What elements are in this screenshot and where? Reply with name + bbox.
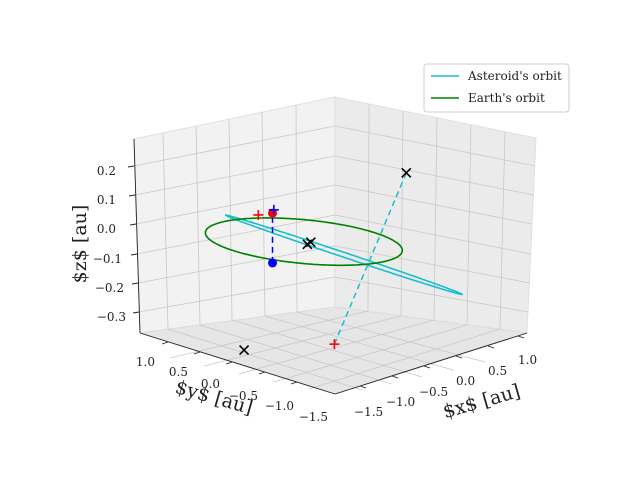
grid-y-left [228, 118, 233, 321]
x-tick-mark [517, 335, 525, 339]
x-tick-label: −1.5 [354, 405, 383, 419]
legend-frame [423, 63, 570, 113]
cross-marker-8 [239, 344, 250, 356]
z-tick-label: 0.0 [97, 222, 116, 236]
grid-x-right [466, 124, 472, 326]
y-tick-label: 1.0 [136, 355, 155, 369]
y-tick-label: −1.0 [265, 399, 294, 413]
grid-y-left [162, 132, 169, 330]
grid-z-left [138, 276, 336, 313]
x-tick-label: 1.0 [518, 353, 537, 367]
grid-z-left [135, 184, 336, 225]
z-tick-mark [132, 311, 140, 314]
z-tick-label: 0.2 [97, 164, 116, 178]
legend-label-earth: Earth's orbit [468, 91, 545, 105]
grid-x-floor [169, 310, 369, 359]
z-tick-label: −0.3 [97, 310, 126, 324]
grid-z-right [334, 245, 531, 284]
grid-lines [133, 103, 536, 391]
grid-x-floor [273, 324, 468, 383]
y-tick-mark [161, 341, 169, 345]
x-tick-mark [423, 365, 431, 369]
grid-y-left [295, 104, 298, 313]
z-tick-mark [131, 282, 139, 285]
x-tick-label: 0.5 [488, 364, 507, 378]
z-axis-label: $z$ [au] [69, 205, 91, 284]
z-tick-label: −0.1 [93, 252, 122, 266]
grid-z-right [334, 214, 532, 255]
x-tick-label: −0.5 [419, 385, 448, 399]
grid-z-right [334, 276, 529, 313]
grid-z-right [334, 184, 533, 225]
axis-lines [133, 138, 528, 395]
y-tick-label: −0.5 [229, 389, 258, 403]
legend: Asteroid's orbit Earth's orbit [423, 63, 570, 113]
y-tick-label: 0.5 [169, 365, 188, 379]
grid-y-left [261, 111, 266, 317]
cross-marker-5 [401, 167, 412, 178]
grid-y-floor [199, 324, 393, 385]
grid-y-floor [264, 315, 454, 371]
y-tick-mark [258, 371, 266, 375]
cross-marker-7 [305, 237, 316, 248]
data-marks [204, 167, 463, 356]
z-tick-label: −0.2 [95, 281, 124, 295]
grid-x-floor [238, 319, 435, 375]
grid-y-left [195, 125, 201, 326]
earth-orbit-line [204, 217, 404, 267]
tick-marks [127, 165, 525, 389]
grid-x-right [367, 103, 370, 312]
plus-marker-3 [253, 209, 264, 220]
plus-marker-2 [268, 204, 279, 215]
dot-marker-1 [268, 208, 278, 218]
grid-z-left [134, 155, 336, 196]
x-axis-line [334, 332, 528, 395]
y-tick-mark [290, 381, 298, 385]
grid-x-floor [308, 328, 501, 390]
y-tick-label: 0.0 [201, 377, 220, 391]
z-tick-mark [129, 223, 137, 226]
grid-x-floor [203, 315, 402, 367]
dot-marker-0 [268, 258, 278, 268]
z-tick-label: 0.1 [97, 193, 116, 207]
grid-z-right [334, 125, 536, 167]
grid-y-floor [231, 319, 423, 378]
legend-label-asteroid: Asteroid's orbit [467, 69, 562, 83]
x-tick-mark [391, 375, 399, 379]
y-tick-label: −1.5 [299, 410, 328, 424]
z-axis-line [133, 138, 141, 334]
x-tick-label: −1.0 [386, 395, 415, 409]
grid-y-floor [167, 328, 363, 391]
grid-z-left [133, 125, 336, 167]
plus-marker-4 [329, 339, 340, 350]
asteroid-orbit-line [225, 214, 463, 296]
z-tick-mark [130, 253, 138, 256]
x-tick-mark [359, 385, 367, 389]
grid-z-left [136, 214, 336, 255]
z-tick-mark [127, 165, 135, 168]
z-tick-mark [128, 194, 136, 197]
x-tick-mark [455, 355, 463, 359]
tick-labels: 0.2 0.1 0.0 −0.1 −0.2 −0.3 1.0 0.5 0.0 −… [93, 164, 537, 424]
grid-x-right [499, 131, 506, 330]
x-axis-label: $x$ [au] [440, 380, 522, 423]
grid-z-right [334, 155, 535, 196]
y-tick-mark [193, 351, 201, 355]
grid-z-left [137, 245, 336, 284]
x-tick-label: 0.0 [456, 374, 475, 388]
x-tick-mark [487, 345, 495, 349]
dashed-line-1 [333, 172, 407, 345]
y-axis-line [139, 332, 336, 395]
y-tick-mark [225, 361, 233, 365]
grid-x-right [400, 110, 404, 317]
